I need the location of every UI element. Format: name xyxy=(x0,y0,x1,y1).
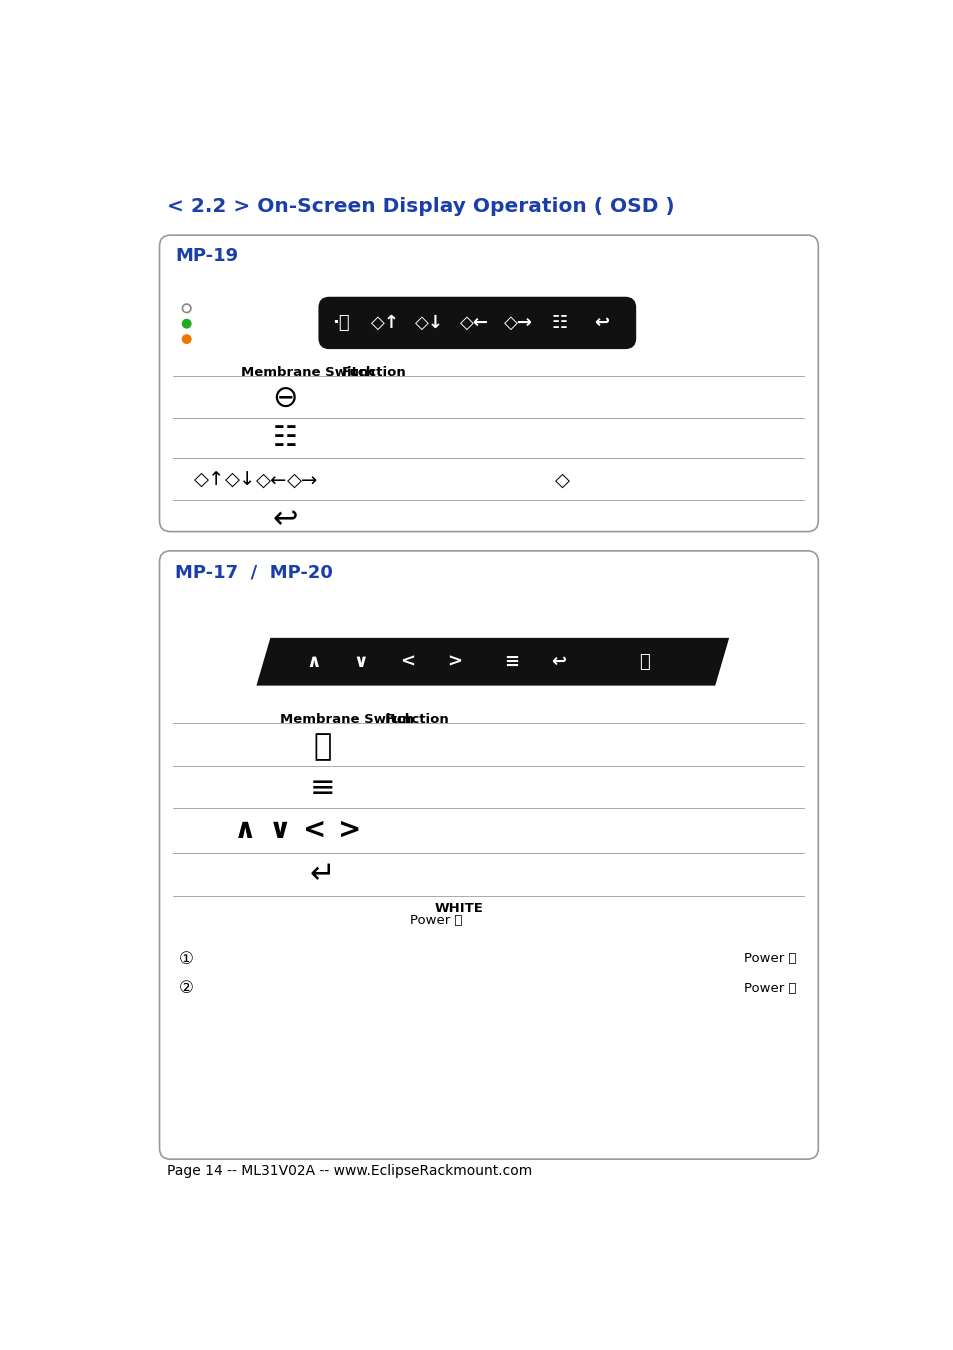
Text: ☷: ☷ xyxy=(551,315,567,332)
Text: ↵: ↵ xyxy=(309,860,335,888)
Text: <: < xyxy=(400,653,415,671)
FancyBboxPatch shape xyxy=(159,235,818,532)
Text: ◇↓: ◇↓ xyxy=(225,471,256,490)
Circle shape xyxy=(182,335,191,343)
Text: ↩: ↩ xyxy=(272,505,297,535)
Text: Power ⏻: Power ⏻ xyxy=(743,953,796,965)
Text: ≡: ≡ xyxy=(309,774,335,802)
Text: < 2.2 > On-Screen Display Operation ( OSD ): < 2.2 > On-Screen Display Operation ( OS… xyxy=(167,197,674,216)
Text: ∨: ∨ xyxy=(268,815,291,844)
Text: Membrane Switch: Membrane Switch xyxy=(241,366,375,379)
Text: ∨: ∨ xyxy=(353,653,367,671)
Text: MP-19: MP-19 xyxy=(174,247,238,266)
Text: ◇→: ◇→ xyxy=(503,315,533,332)
Text: ·ⓞ: ·ⓞ xyxy=(332,315,349,332)
Text: ⏻: ⏻ xyxy=(639,653,649,671)
Text: >: > xyxy=(447,653,462,671)
Text: ◇←: ◇← xyxy=(256,471,287,490)
FancyBboxPatch shape xyxy=(159,551,818,1160)
Polygon shape xyxy=(256,637,728,686)
Text: ◇↓: ◇↓ xyxy=(415,315,444,332)
Text: ◇↑: ◇↑ xyxy=(194,471,225,490)
Text: Membrane Switch: Membrane Switch xyxy=(279,713,414,725)
Text: WHITE: WHITE xyxy=(435,902,483,915)
Text: Power ⏻: Power ⏻ xyxy=(743,981,796,995)
Text: ≡: ≡ xyxy=(503,653,518,671)
Text: ◇→: ◇→ xyxy=(287,471,318,490)
Text: Page 14 -- ML31V02A -- www.EclipseRackmount.com: Page 14 -- ML31V02A -- www.EclipseRackmo… xyxy=(167,1165,532,1179)
Text: ⏻: ⏻ xyxy=(313,732,331,761)
Text: >: > xyxy=(337,815,361,844)
Text: ◇←: ◇← xyxy=(459,315,488,332)
Text: ↩: ↩ xyxy=(593,315,608,332)
Text: Power ⏻: Power ⏻ xyxy=(410,914,462,927)
Text: ⊖: ⊖ xyxy=(272,383,297,413)
Circle shape xyxy=(182,320,191,328)
Text: ②: ② xyxy=(179,979,193,998)
Text: <: < xyxy=(302,815,326,844)
Text: ①: ① xyxy=(179,950,193,968)
Text: ∧: ∧ xyxy=(233,815,255,844)
Text: ∧: ∧ xyxy=(306,653,320,671)
FancyBboxPatch shape xyxy=(318,297,636,350)
Text: Function: Function xyxy=(384,713,449,725)
Text: Function: Function xyxy=(341,366,406,379)
Text: ◇: ◇ xyxy=(555,471,570,490)
Text: ◇↑: ◇↑ xyxy=(371,315,399,332)
Text: ↩: ↩ xyxy=(551,653,566,671)
Text: ☷: ☷ xyxy=(273,424,297,452)
Text: MP-17  /  MP-20: MP-17 / MP-20 xyxy=(174,563,333,580)
